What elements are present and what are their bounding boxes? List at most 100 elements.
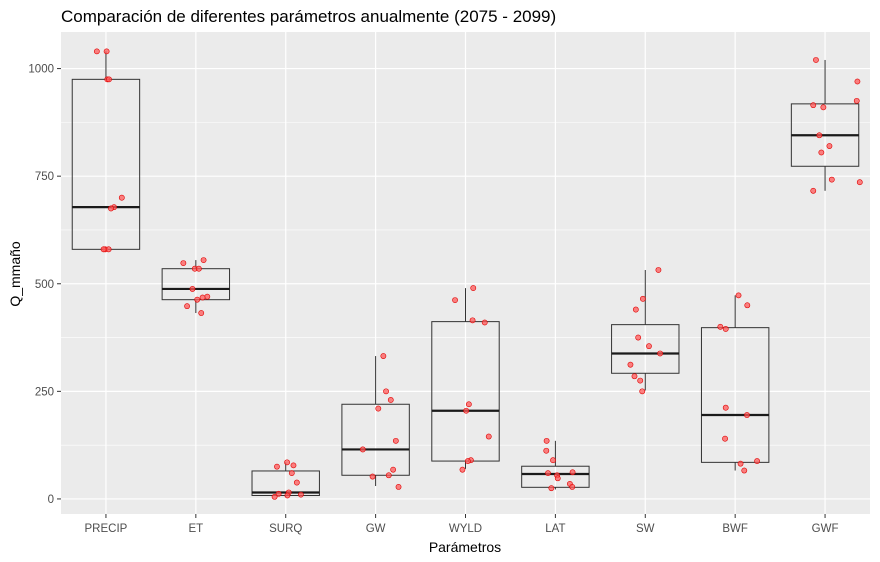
point-precip xyxy=(108,205,114,212)
point-bwf xyxy=(737,460,744,467)
point-gw xyxy=(387,397,394,403)
point-surq xyxy=(290,462,297,469)
point-gwf xyxy=(810,102,817,109)
point-lat xyxy=(569,469,576,476)
x-axis-title: Parámetros xyxy=(429,539,501,555)
point-bwf xyxy=(744,412,750,418)
point-bwf xyxy=(717,323,724,330)
point-gw xyxy=(390,466,397,473)
point-gw xyxy=(369,473,376,480)
point-precip xyxy=(105,246,112,253)
y-tick-label: 1000 xyxy=(28,64,54,76)
point-bwf xyxy=(722,326,729,332)
data-points xyxy=(93,48,863,500)
point-gw xyxy=(380,353,387,359)
y-tick-label: 0 xyxy=(48,494,54,506)
point-sw xyxy=(637,377,644,384)
boxplot-gwf xyxy=(790,59,860,191)
point-lat xyxy=(543,437,550,444)
point-gw xyxy=(385,472,392,479)
point-sw xyxy=(635,334,642,341)
x-tick-label: LAT xyxy=(545,523,565,535)
point-et xyxy=(198,310,205,316)
point-sw xyxy=(655,267,662,273)
point-gwf xyxy=(816,132,823,139)
box xyxy=(521,465,590,488)
point-gwf xyxy=(820,104,827,111)
major-grid xyxy=(61,32,870,514)
point-bwf xyxy=(754,458,760,464)
point-surq xyxy=(297,491,304,498)
x-tick-label: SW xyxy=(636,523,655,535)
point-wyld xyxy=(469,317,476,324)
y-tick-label: 250 xyxy=(35,386,54,398)
point-precip xyxy=(118,194,125,201)
point-gwf xyxy=(818,149,825,156)
point-bwf xyxy=(722,404,729,411)
point-lat xyxy=(548,485,555,492)
point-surq xyxy=(284,492,291,499)
point-et xyxy=(195,265,202,272)
point-wyld xyxy=(463,407,470,414)
point-bwf xyxy=(735,292,742,299)
point-sw xyxy=(627,361,634,368)
point-surq xyxy=(288,470,295,477)
x-tick-label: WYLD xyxy=(449,523,482,535)
point-bwf xyxy=(741,467,748,474)
point-sw xyxy=(632,306,639,313)
point-gw xyxy=(359,446,366,453)
point-wyld xyxy=(470,285,477,291)
point-gwf xyxy=(853,97,860,104)
point-bwf xyxy=(744,302,751,309)
point-surq xyxy=(284,459,290,466)
point-gw xyxy=(375,405,382,412)
y-axis-title: Q_mmaño xyxy=(7,241,23,307)
point-wyld xyxy=(464,458,471,464)
point-et xyxy=(200,257,207,263)
point-surq xyxy=(293,479,300,486)
point-precip xyxy=(100,246,107,253)
point-lat xyxy=(550,457,556,464)
point-gw xyxy=(383,388,389,395)
point-wyld xyxy=(465,401,472,408)
x-tick-label: GW xyxy=(366,523,386,535)
x-tick-label: SURQ xyxy=(269,523,302,535)
y-tick-label: 500 xyxy=(35,279,54,291)
point-et xyxy=(199,294,206,301)
x-tick-label: PRECIP xyxy=(85,523,128,535)
point-surq xyxy=(275,490,282,497)
point-gw xyxy=(395,483,402,490)
point-gwf xyxy=(810,187,817,194)
point-gwf xyxy=(856,179,863,186)
point-et xyxy=(189,286,196,292)
point-gwf xyxy=(826,143,833,149)
point-et xyxy=(184,303,190,310)
point-gw xyxy=(392,437,399,444)
point-lat xyxy=(545,470,551,477)
y-tick-label: 750 xyxy=(35,171,54,183)
point-surq xyxy=(271,493,278,500)
point-lat xyxy=(543,447,550,454)
point-gwf xyxy=(813,57,819,63)
box xyxy=(341,403,410,476)
point-sw xyxy=(639,388,646,395)
point-et xyxy=(180,260,187,267)
chart-title: Comparación de diferentes parámetros anu… xyxy=(61,7,556,26)
point-wyld xyxy=(452,297,458,304)
point-lat xyxy=(554,475,561,482)
point-precip xyxy=(93,48,100,55)
y-axis: 0 250 500 750 1000 xyxy=(28,64,61,506)
x-tick-label: ET xyxy=(188,523,203,535)
point-wyld xyxy=(459,466,466,473)
point-wyld xyxy=(485,433,492,440)
point-precip xyxy=(106,76,112,83)
boxplot-gw xyxy=(341,356,410,487)
point-gwf xyxy=(854,78,861,85)
point-sw xyxy=(640,295,646,302)
point-gwf xyxy=(828,176,835,183)
point-bwf xyxy=(722,435,728,442)
point-lat xyxy=(569,483,576,490)
box xyxy=(611,324,680,374)
boxplot-bwf xyxy=(700,295,770,471)
